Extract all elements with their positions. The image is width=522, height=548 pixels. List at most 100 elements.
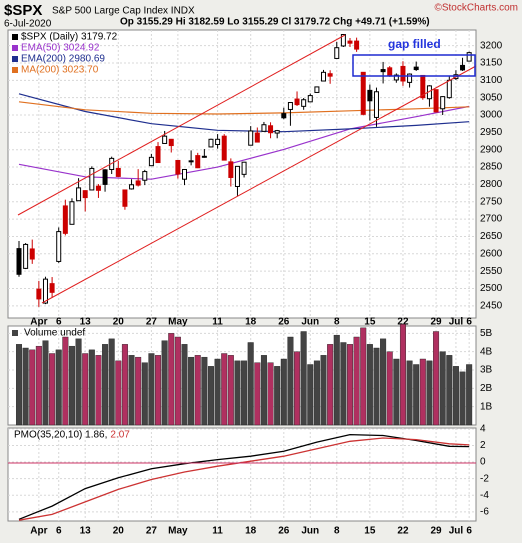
x-tick-label: 26 — [278, 526, 290, 537]
candle-body — [354, 40, 360, 50]
candle-body — [407, 73, 413, 83]
candle-body — [76, 187, 82, 202]
volume-bar — [320, 355, 327, 426]
y-tick-label: -2 — [480, 473, 489, 484]
volume-bar — [102, 344, 109, 426]
volume-bar — [82, 353, 89, 426]
volume-bar — [121, 344, 128, 426]
date: 6-Jul-2020 — [4, 19, 52, 30]
volume-bar — [307, 364, 314, 426]
y-tick-label: 2950 — [480, 127, 503, 138]
candle-body — [201, 155, 207, 158]
candle-body — [254, 132, 260, 143]
candle-body — [95, 185, 101, 191]
legend-swatch — [12, 45, 18, 51]
x-tick-label: 15 — [364, 317, 376, 328]
candle-body — [393, 74, 399, 81]
volume-bar — [29, 349, 36, 426]
volume-bar — [35, 345, 42, 426]
panel-label: 2.07 — [110, 430, 130, 441]
legend-label: $SPX (Daily) 3179.72 — [21, 32, 118, 43]
volume-bar — [241, 360, 248, 426]
y-tick-label: 2850 — [480, 162, 503, 173]
candle-body — [56, 231, 62, 262]
y-tick-label: 3100 — [480, 75, 503, 86]
volume-bar — [128, 355, 135, 426]
volume-bar — [426, 360, 433, 426]
y-tick-label: 2450 — [480, 300, 503, 311]
x-tick-label: Jun — [301, 526, 319, 537]
x-tick-label: May — [168, 317, 188, 328]
y-tick-label: -6 — [480, 507, 489, 518]
x-tick-label: Apr — [30, 526, 47, 537]
y-tick-label: 3B — [480, 365, 493, 376]
x-tick-label: 22 — [397, 317, 409, 328]
y-tick-label: 2750 — [480, 196, 503, 207]
volume-bar — [207, 366, 214, 426]
volume-bar — [380, 338, 387, 426]
volume-bar — [115, 360, 122, 426]
annotation: gap filled — [388, 37, 441, 51]
candle-body — [248, 130, 254, 146]
candle-body — [36, 288, 42, 300]
volume-bar — [135, 356, 142, 426]
candle-body — [234, 165, 240, 187]
x-tick-label: 22 — [397, 526, 409, 537]
y-tick-label: 2500 — [480, 283, 503, 294]
volume-bar — [433, 331, 440, 426]
x-tick-label: 13 — [80, 317, 92, 328]
candle-body — [135, 180, 141, 186]
candle-body — [373, 91, 379, 118]
legend-swatch — [12, 56, 18, 62]
line — [18, 105, 470, 180]
legend-label: EMA(200) 2980.69 — [21, 54, 105, 65]
x-tick-label: 11 — [212, 317, 223, 328]
x-tick-label: 6 — [56, 317, 62, 328]
volume-bar — [22, 347, 29, 426]
y-tick-label: 2900 — [480, 144, 503, 155]
volume-bar — [188, 356, 195, 426]
gap-box — [352, 54, 476, 77]
x-tick-label: 8 — [334, 526, 340, 537]
candle-body — [102, 169, 108, 185]
x-tick-label: 8 — [334, 317, 340, 328]
volume-bar — [108, 338, 115, 426]
volume-bar — [466, 364, 473, 426]
volume-bar — [452, 366, 459, 426]
candle-body — [89, 167, 95, 191]
candle-body — [367, 89, 373, 102]
x-tick-label: Jul — [449, 317, 464, 328]
volume-bar — [42, 340, 49, 426]
volume-bar — [313, 360, 320, 426]
y-tick-label: 4 — [480, 423, 486, 434]
candle-body — [274, 130, 280, 134]
candle-body — [62, 205, 68, 234]
volume-bar — [406, 360, 413, 426]
y-tick-label: 2 — [480, 440, 486, 451]
volume-bar — [95, 355, 102, 426]
volume-bar — [174, 336, 181, 426]
candle-body — [148, 156, 154, 167]
credit: ©StockCharts.com — [434, 3, 518, 14]
candle-body — [460, 64, 466, 71]
volume-bar — [399, 323, 406, 426]
candle-body — [16, 248, 22, 275]
x-tick-label: Jul — [449, 526, 464, 537]
volume-bar — [274, 366, 281, 426]
y-tick-label: 4B — [480, 346, 493, 357]
pmo-panel — [7, 427, 477, 522]
candle-body — [347, 40, 353, 44]
y-tick-label: 2550 — [480, 266, 503, 277]
volume-bar — [181, 344, 188, 426]
y-tick-label: 2650 — [480, 231, 503, 242]
candle-body — [168, 138, 174, 147]
volume-bar — [155, 355, 162, 426]
volume-bar — [234, 360, 241, 426]
candle-body — [155, 146, 161, 164]
volume-bar — [280, 358, 287, 426]
volume-bar — [413, 364, 420, 426]
y-tick-label: 3050 — [480, 92, 503, 103]
candle-body — [23, 243, 29, 269]
candle-body — [314, 86, 320, 93]
